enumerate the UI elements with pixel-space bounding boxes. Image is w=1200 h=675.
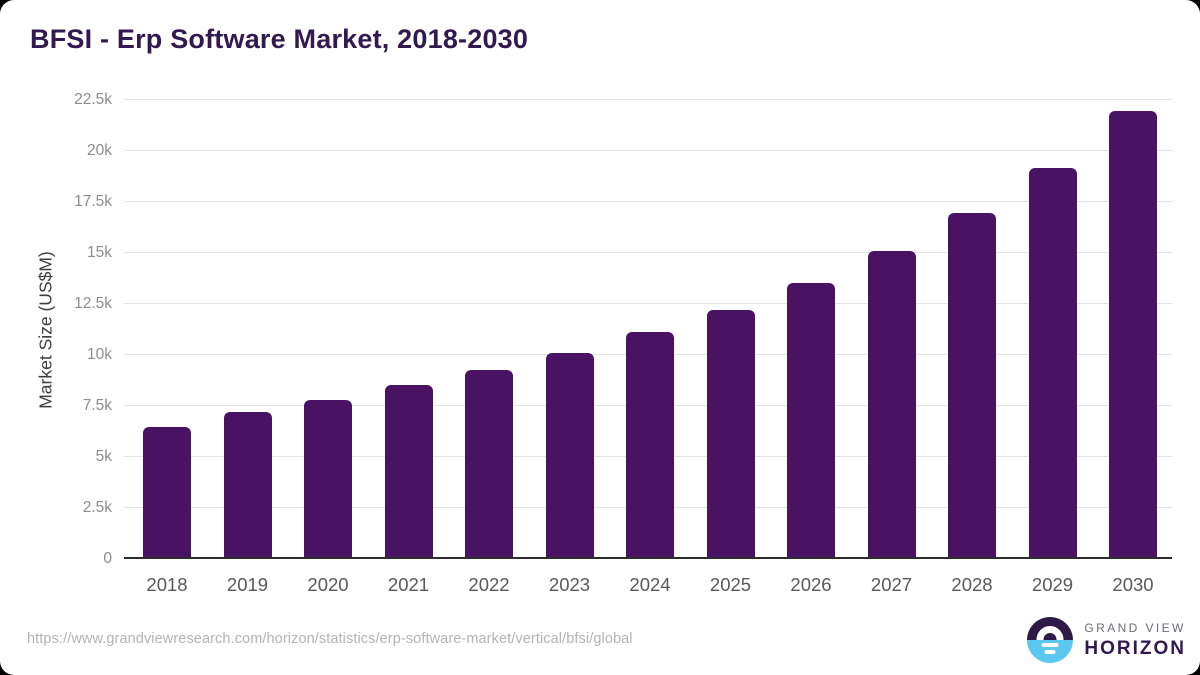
y-tick-12.5k: 12.5k bbox=[74, 295, 112, 312]
source-url: https://www.grandviewresearch.com/horizo… bbox=[27, 631, 633, 647]
x-tick-2018: 2018 bbox=[146, 574, 188, 595]
bar-2020[interactable] bbox=[304, 399, 352, 559]
gridline bbox=[124, 303, 1172, 304]
wave-line-1 bbox=[1041, 643, 1059, 647]
bar-2026[interactable] bbox=[787, 282, 835, 559]
x-tick-2029: 2029 bbox=[1031, 574, 1074, 595]
gridline bbox=[124, 201, 1172, 202]
x-tick-2024: 2024 bbox=[629, 574, 671, 595]
x-tick-2020: 2020 bbox=[307, 574, 349, 595]
y-tick-22.5k: 22.5k bbox=[74, 91, 112, 108]
gridline bbox=[124, 150, 1172, 151]
y-tick-15k: 15k bbox=[87, 244, 112, 261]
bar-2028[interactable] bbox=[948, 213, 996, 559]
gridline bbox=[124, 99, 1172, 100]
y-tick-7.5k: 7.5k bbox=[82, 397, 112, 414]
bar-2027[interactable] bbox=[867, 250, 916, 559]
y-tick-5k: 5k bbox=[95, 448, 112, 465]
x-tick-2026: 2026 bbox=[790, 574, 832, 595]
bar-2025[interactable] bbox=[706, 310, 755, 559]
bar-2021[interactable] bbox=[384, 384, 433, 559]
bar-2029[interactable] bbox=[1028, 168, 1077, 559]
y-tick-20k: 20k bbox=[87, 142, 112, 159]
bar-2019[interactable] bbox=[223, 412, 272, 559]
bar-2022[interactable] bbox=[465, 370, 513, 559]
y-tick-10k: 10k bbox=[87, 346, 112, 363]
brand-logo: GRAND VIEW HORIZON bbox=[1027, 617, 1186, 663]
brand-logo-text: GRAND VIEW HORIZON bbox=[1084, 621, 1186, 660]
x-tick-2028: 2028 bbox=[951, 574, 993, 595]
y-axis-tick-labels: 0 2.5k 5k 7.5k 10k 12.5k 15k 17.5k 20k 22.5k bbox=[0, 91, 112, 567]
x-tick-2027: 2027 bbox=[870, 574, 913, 595]
plot-area: 2018 2019 2020 2021 2022 2023 2024 2025 2026 2027… bbox=[124, 99, 1172, 595]
bar-2023[interactable] bbox=[545, 352, 594, 559]
y-tick-0: 0 bbox=[103, 550, 112, 567]
x-tick-2025: 2025 bbox=[709, 574, 752, 595]
sun-arch-shape bbox=[1036, 626, 1064, 640]
x-tick-2021: 2021 bbox=[387, 574, 430, 595]
brand-name-bottom: HORIZON bbox=[1084, 637, 1186, 659]
bar-2024[interactable] bbox=[626, 331, 674, 559]
y-tick-17.5k: 17.5k bbox=[74, 193, 112, 210]
y-tick-2.5k: 2.5k bbox=[82, 499, 112, 516]
horizon-sunrise-icon bbox=[1027, 617, 1074, 663]
x-tick-2022: 2022 bbox=[468, 574, 510, 595]
bar-2030[interactable] bbox=[1109, 111, 1157, 559]
wave-line-2 bbox=[1044, 650, 1056, 654]
gridline bbox=[124, 252, 1172, 253]
x-tick-2030: 2030 bbox=[1112, 574, 1154, 595]
x-tick-2023: 2023 bbox=[548, 574, 591, 595]
x-axis-line bbox=[124, 557, 1172, 559]
bar-2018[interactable] bbox=[143, 427, 191, 559]
chart-title: BFSI - Erp Software Market, 2018-2030 bbox=[30, 24, 529, 54]
brand-name-top: GRAND VIEW bbox=[1084, 620, 1186, 635]
x-tick-2019: 2019 bbox=[226, 574, 269, 595]
